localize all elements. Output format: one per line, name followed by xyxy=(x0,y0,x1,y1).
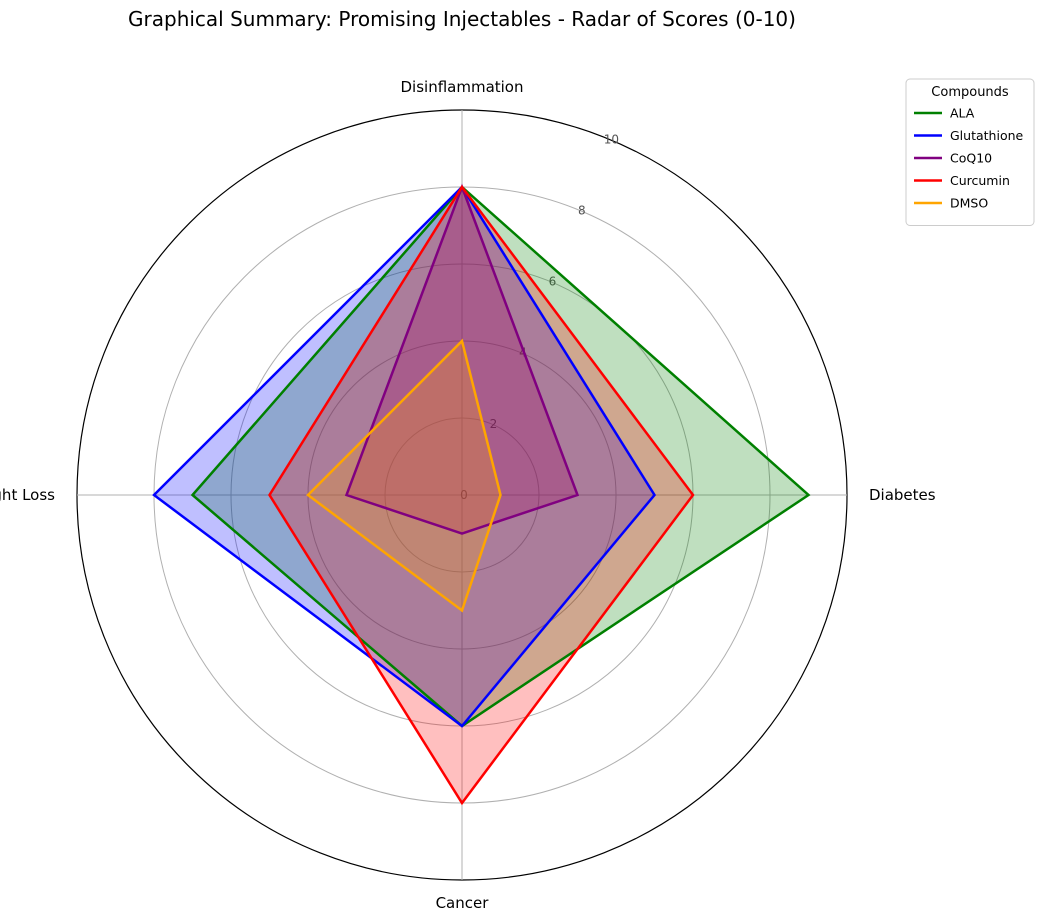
axis-label-disinflammation: Disinflammation xyxy=(401,78,524,96)
series-fill-glutathione xyxy=(154,187,655,726)
series-layer xyxy=(152,183,811,806)
r-tick-label: 8 xyxy=(578,203,586,217)
legend-box xyxy=(905,78,1035,226)
legend: Compounds ALA Glutathione CoQ10 Curcumin DMSO xyxy=(905,78,1035,226)
series-fill-ala xyxy=(192,187,809,726)
r-tick-label: 10 xyxy=(604,132,619,146)
series-fill-coq10 xyxy=(346,187,578,534)
series-fill-dmso xyxy=(308,341,501,611)
chart-title: Graphical Summary: Promising Injectables… xyxy=(128,7,796,31)
series-line-coq10 xyxy=(344,183,580,535)
r-tick-label: 0 xyxy=(460,488,468,502)
r-tick-label: 6 xyxy=(549,275,557,289)
series-line-glutathione xyxy=(152,185,657,728)
r-tick-label: 2 xyxy=(490,417,498,431)
axis-labels: Disinflammation Diabetes Cancer Weight Loss xyxy=(0,78,936,912)
legend-title: Compounds xyxy=(931,85,1009,100)
legend-label: DMSO xyxy=(950,196,988,211)
series-line-dmso xyxy=(306,338,502,613)
axis-label-weight-loss: Weight Loss xyxy=(0,486,55,504)
legend-label: CoQ10 xyxy=(950,151,992,166)
legend-label: Curcumin xyxy=(950,173,1010,188)
series-fill-curcumin xyxy=(269,187,693,803)
axis-label-diabetes: Diabetes xyxy=(869,486,936,504)
axis-label-cancer: Cancer xyxy=(436,894,490,912)
legend-label: Glutathione xyxy=(950,128,1024,143)
series-line-curcumin xyxy=(268,184,695,806)
legend-label: ALA xyxy=(950,106,975,121)
